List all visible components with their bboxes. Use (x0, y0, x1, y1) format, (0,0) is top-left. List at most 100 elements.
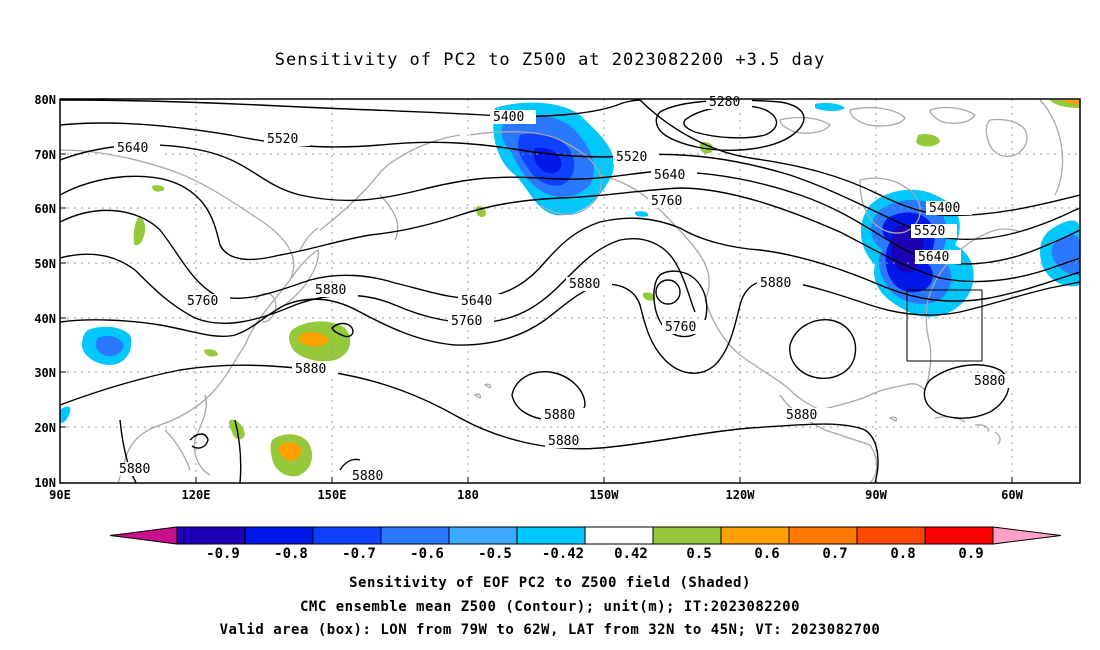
svg-text:5640: 5640 (918, 250, 949, 265)
colorbar-swatch (312, 526, 382, 545)
lat-label: 20N (34, 421, 56, 435)
lon-labels: 90E 120E 150E 180 150W 120W 90W 60W (49, 488, 1023, 502)
svg-text:5880: 5880 (315, 283, 346, 298)
svg-text:5760: 5760 (451, 314, 482, 329)
colorbar-label: -0.9 (206, 546, 240, 562)
contour-label: 5880 (312, 283, 358, 298)
lat-label: 80N (34, 93, 56, 107)
colorbar-extend-high (992, 526, 1062, 545)
contour-label: 5640 (651, 168, 697, 183)
svg-text:5400: 5400 (929, 201, 960, 216)
contour-label: 5760 (184, 294, 230, 309)
svg-text:5520: 5520 (914, 224, 945, 239)
contour-label: 5400 (926, 201, 972, 216)
contour-label: 5880 (783, 408, 829, 423)
lat-label: 60N (34, 202, 56, 216)
lon-label: 120W (726, 488, 756, 502)
contour-label: 5640 (458, 294, 504, 309)
lon-label: 180 (457, 488, 479, 502)
contour-label: 5640 (114, 141, 160, 156)
svg-text:5880: 5880 (569, 277, 600, 292)
contour-label: 5520 (264, 132, 310, 147)
svg-text:5640: 5640 (654, 168, 685, 183)
svg-text:5520: 5520 (267, 132, 298, 147)
colorbar-swatch (720, 526, 790, 545)
plot-frame (59, 98, 1081, 484)
lat-label: 40N (34, 312, 56, 326)
contour-label: 5520 (613, 150, 659, 165)
colorbar-swatch (244, 526, 314, 545)
colorbar-swatch (788, 526, 858, 545)
colorbar-swatch (924, 526, 994, 545)
map-title: Sensitivity of PC2 to Z500 at 2023082200… (274, 50, 826, 70)
svg-text:5280: 5280 (709, 95, 740, 110)
svg-text:5880: 5880 (544, 408, 575, 423)
contour-label: 5880 (566, 277, 612, 292)
contour-label: 5880 (971, 374, 1017, 389)
colorbar-swatch (516, 526, 586, 545)
colorbar-label: -0.7 (342, 546, 376, 562)
lat-labels: 80N 70N 60N 50N 40N 30N 20N 10N (34, 93, 56, 490)
colorbar-swatch (652, 526, 722, 545)
colorbar-label: -0.8 (274, 546, 308, 562)
lon-label: 150W (590, 488, 620, 502)
svg-text:5640: 5640 (461, 294, 492, 309)
colorbar-label: -0.6 (410, 546, 444, 562)
contour-label: 5760 (648, 194, 694, 209)
colorbar-extend-low (109, 526, 178, 545)
colorbar-label: -0.42 (542, 546, 584, 562)
colorbar-label: -0.5 (478, 546, 512, 562)
contour-label: 5640 (915, 250, 961, 265)
contour-label: 5520 (911, 224, 957, 239)
caption-valid-area: Valid area (box): LON from 79W to 62W, L… (219, 622, 881, 638)
colorbar: -0.9 -0.8 -0.7 -0.6 -0.5 -0.42 0.42 0.5 0.6 0.7 0.… (109, 526, 1062, 562)
colorbar-swatch (380, 526, 450, 545)
contour-label: 5880 (292, 362, 338, 377)
caption-contour: CMC ensemble mean Z500 (Contour); unit(m… (299, 599, 800, 615)
svg-text:5880: 5880 (119, 462, 150, 477)
colorbar-swatch (584, 526, 654, 545)
contour-5280 (683, 105, 778, 139)
contour-label: 5880 (545, 434, 591, 449)
svg-text:5760: 5760 (651, 194, 682, 209)
contour-5760 (60, 209, 681, 299)
svg-text:5640: 5640 (117, 141, 148, 156)
colorbar-label: 0.9 (958, 546, 983, 562)
valid-area-box (906, 289, 983, 362)
svg-text:5400: 5400 (493, 110, 524, 125)
svg-text:5760: 5760 (665, 320, 696, 335)
lat-axis (60, 98, 66, 484)
contour-5400 (60, 99, 621, 118)
colorbar-swatch (176, 526, 246, 545)
contour-label: 5880 (757, 276, 803, 291)
colorbar-label: 0.5 (686, 546, 711, 562)
contour-label: 5760 (448, 314, 494, 329)
svg-text:5880: 5880 (548, 434, 579, 449)
svg-text:5880: 5880 (295, 362, 326, 377)
contour-label: 5280 (706, 95, 752, 110)
colorbar-swatch (856, 526, 926, 545)
svg-text:5880: 5880 (760, 276, 791, 291)
lat-label: 70N (34, 148, 56, 162)
svg-text:5760: 5760 (187, 294, 218, 309)
contour-5880 (60, 278, 1080, 374)
contour-label: 5760 (662, 320, 708, 335)
svg-text:5520: 5520 (616, 150, 647, 165)
colorbar-swatch (448, 526, 518, 545)
contour-label: 5880 (116, 462, 162, 477)
lon-label: 90W (865, 488, 887, 502)
lon-axis (59, 477, 1013, 483)
colorbar-label: 0.42 (614, 546, 648, 562)
svg-text:5880: 5880 (352, 469, 383, 484)
coastlines (60, 99, 1064, 483)
colorbar-label: 0.8 (890, 546, 915, 562)
lat-label: 50N (34, 257, 56, 271)
lon-label: 150E (318, 488, 347, 502)
svg-text:5880: 5880 (786, 408, 817, 423)
caption-shading: Sensitivity of EOF PC2 to Z500 field (Sh… (349, 575, 751, 591)
lat-label: 30N (34, 366, 56, 380)
colorbar-label: 0.7 (822, 546, 847, 562)
colorbar-label: 0.6 (754, 546, 779, 562)
contour-label: 5880 (349, 469, 395, 484)
